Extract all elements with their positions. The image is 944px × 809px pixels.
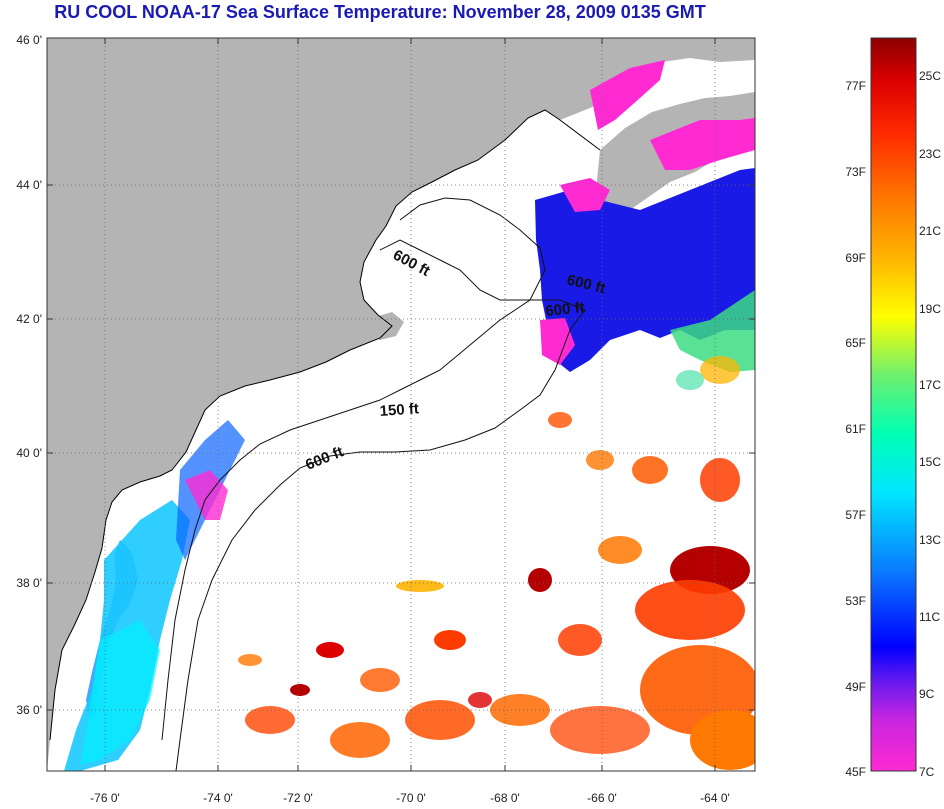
lat-label: 36 0': [16, 703, 42, 717]
georges-bank-green: [670, 290, 755, 372]
map-title: RU COOL NOAA-17 Sea Surface Temperature:…: [54, 2, 706, 22]
lat-label: 46 0': [16, 33, 42, 47]
colorbar-fahrenheit-labels: 77F 73F 69F 65F 61F 57F 53F 49F 45F: [845, 79, 866, 779]
shelf-water-pink: [185, 470, 228, 520]
colorbar-f-label: 45F: [845, 765, 866, 779]
bay-of-fundy-pink: [590, 60, 665, 130]
colorbar-c-label: 23C: [919, 147, 941, 161]
colorbar-celsius-labels: 25C 23C 21C 19C 17C 15C 13C 11C 9C 7C: [919, 69, 941, 779]
lon-label: -68 0': [490, 791, 520, 805]
colorbar-c-label: 19C: [919, 302, 941, 316]
colorbar-f-label: 49F: [845, 680, 866, 694]
colorbar-f-label: 73F: [845, 165, 866, 179]
temperature-colorbar: [870, 37, 917, 772]
lat-label: 40 0': [16, 446, 42, 460]
contour-label-150ft: 150 ft: [379, 400, 419, 420]
frame-ticks: [47, 38, 755, 771]
lat-label: 38 0': [16, 576, 42, 590]
contour-label-600ft-georges: 600 ft: [545, 299, 586, 320]
gulf-of-maine-blue: [535, 168, 755, 372]
contour-150ft: [161, 197, 546, 741]
colorbar-c-label: 13C: [919, 533, 941, 547]
lon-label: -76 0': [90, 791, 120, 805]
colorbar-f-label: 65F: [845, 336, 866, 350]
lon-label: -66 0': [587, 791, 617, 805]
gulf-of-maine-pink-2: [540, 318, 575, 365]
colorbar-c-label: 11C: [919, 610, 940, 624]
colorbar-f-label: 57F: [845, 508, 866, 522]
lon-label: -74 0': [203, 791, 233, 805]
colorbar-f-label: 77F: [845, 79, 866, 93]
lon-label: -70 0': [396, 791, 426, 805]
colorbar-f-label: 61F: [845, 422, 866, 436]
colorbar-f-label: 69F: [845, 251, 866, 265]
colorbar-c-label: 7C: [919, 765, 935, 779]
colorbar-c-label: 15C: [919, 455, 941, 469]
colorbar-c-label: 25C: [919, 69, 941, 83]
lat-label: 44 0': [16, 178, 42, 192]
colorbar-c-label: 17C: [919, 378, 941, 392]
lat-label: 42 0': [16, 312, 42, 326]
shelf-water-teal: [80, 620, 160, 765]
colorbar-c-label: 9C: [919, 687, 935, 701]
contour-600ft: [175, 239, 586, 771]
lon-label: -64 0': [700, 791, 730, 805]
colorbar-f-label: 53F: [845, 594, 866, 608]
land-north-america: [47, 38, 755, 771]
map-border: [46, 37, 756, 772]
lon-label: -72 0': [283, 791, 313, 805]
scotian-shelf-pink: [650, 118, 755, 170]
coastline: [49, 109, 601, 741]
colorbar-c-label: 21C: [919, 224, 941, 238]
gulf-of-maine-pink-1: [560, 178, 610, 212]
